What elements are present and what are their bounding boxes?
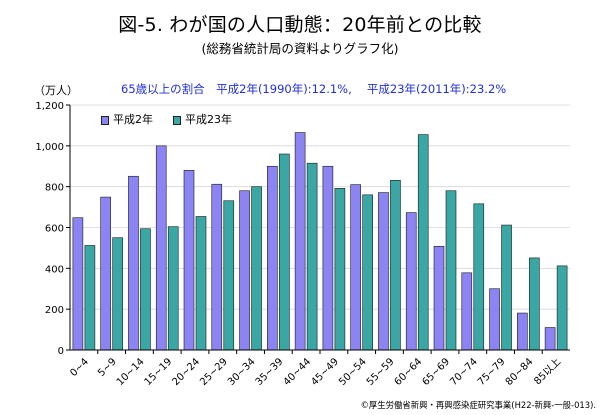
x-tick-label: 75~79 <box>476 356 508 388</box>
y-tick-label: 600 <box>45 224 64 235</box>
legend-item-1990: 平成2年 <box>101 113 153 127</box>
y-tick-label: 1,000 <box>35 142 64 153</box>
x-tick-label: 80~84 <box>504 356 536 388</box>
chart-title: 図-5. わが国の人口動態：20年前との比較 <box>118 14 482 36</box>
bar-2011 <box>445 190 457 351</box>
legend-swatch-2011 <box>173 115 181 125</box>
bar-2011 <box>223 200 235 351</box>
bar-2011 <box>362 194 373 351</box>
bar-2011 <box>501 224 512 351</box>
bar-2011 <box>112 237 123 351</box>
y-tick-label: 400 <box>45 264 64 275</box>
copyright-credit: ©厚生労働省新興・再興感染症研究事業(H22-新興-一般-013). <box>360 400 596 410</box>
grid-layer <box>70 104 570 310</box>
legend-swatch-1990 <box>101 115 109 125</box>
x-tick-label: 25~29 <box>198 356 230 388</box>
y-tick-label: 200 <box>45 305 64 316</box>
x-tick-label: 40~44 <box>282 356 314 388</box>
bar-1990 <box>433 245 445 351</box>
bar-1990 <box>239 190 250 351</box>
bar-1990 <box>211 183 223 351</box>
x-tick-label: 5~9 <box>96 356 119 379</box>
bar-1990 <box>322 165 334 351</box>
bar-1990 <box>489 288 500 351</box>
bar-1990 <box>267 165 278 351</box>
bar-1990 <box>517 312 528 351</box>
bar-2011 <box>529 257 540 351</box>
x-tick-label: 55~59 <box>365 356 397 388</box>
bar-2011 <box>167 226 179 351</box>
x-tick-label: 15~19 <box>143 356 175 388</box>
bar-1990 <box>378 192 389 351</box>
bar-1990 <box>155 145 167 351</box>
x-tick-label: 70~74 <box>448 356 480 388</box>
bar-1990 <box>294 132 306 351</box>
x-tick-label: 65~69 <box>420 356 452 388</box>
y-tick-label: 0 <box>58 346 64 357</box>
chart-subtitle: (総務省統計局の資料よりグラフ化) <box>201 41 399 56</box>
bar-2011 <box>279 153 290 351</box>
x-tick-label: 20~24 <box>170 356 202 388</box>
bar-1990 <box>128 175 139 351</box>
x-tick-label: 85以上 <box>532 356 564 388</box>
legend-label-1990: 平成2年 <box>113 113 153 126</box>
bar-1990 <box>405 212 417 351</box>
x-tick-label: 60~64 <box>393 356 425 388</box>
bar-1990 <box>72 217 84 351</box>
bar-1990 <box>544 327 556 351</box>
bars-layer <box>72 132 568 351</box>
x-tick-label: 35~39 <box>254 356 286 388</box>
bar-2011 <box>84 245 96 351</box>
bar-2011 <box>251 186 262 351</box>
bar-2011 <box>417 134 429 351</box>
y-tick-label: 1,200 <box>35 101 64 112</box>
bar-2011 <box>140 228 151 351</box>
bar-2011 <box>306 162 318 351</box>
bar-2011 <box>390 180 401 351</box>
x-tick-label: 0~4 <box>68 356 91 379</box>
bar-1990 <box>100 196 111 351</box>
bar-1990 <box>461 272 473 351</box>
x-tick-label: 30~34 <box>226 356 258 388</box>
x-tick-label: 50~54 <box>337 356 369 388</box>
bar-1990 <box>183 170 195 351</box>
y-tick-label: 800 <box>45 183 64 194</box>
bar-2011 <box>334 188 346 351</box>
elderly-ratio-annotation: 65歳以上の割合 平成2年(1990年):12.1%, 平成23年(2011年)… <box>121 82 507 96</box>
legend-label-2011: 平成23年 <box>185 113 232 126</box>
bar-2011 <box>195 216 207 351</box>
chart-legend: 平成2年 平成23年 <box>101 113 252 127</box>
y-axis-unit-label: （万人） <box>34 84 78 97</box>
bar-2011 <box>473 203 485 351</box>
bar-2011 <box>556 265 568 351</box>
x-tick-label: 45~49 <box>309 356 341 388</box>
legend-item-2011: 平成23年 <box>173 113 232 127</box>
bar-1990 <box>350 184 361 351</box>
x-tick-label: 10~14 <box>115 356 147 388</box>
